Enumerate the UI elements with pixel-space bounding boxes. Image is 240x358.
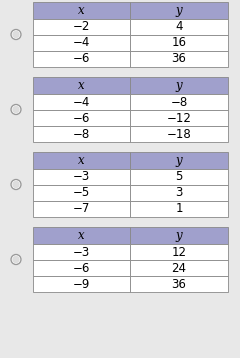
Text: x: x (78, 229, 85, 242)
Circle shape (11, 105, 21, 115)
Text: −6: −6 (73, 111, 90, 125)
Bar (130, 276, 228, 292)
Bar (33, 35, 130, 51)
Text: −5: −5 (73, 187, 90, 199)
Circle shape (13, 256, 19, 262)
Text: 5: 5 (175, 170, 183, 184)
Bar (130, 126, 228, 142)
Bar (33, 51, 130, 67)
Text: 36: 36 (172, 277, 186, 290)
Text: y: y (176, 229, 182, 242)
Bar (130, 19, 228, 35)
Bar (130, 201, 228, 217)
Text: x: x (78, 154, 85, 167)
Bar (33, 244, 130, 260)
Text: 16: 16 (172, 37, 186, 49)
Text: −12: −12 (167, 111, 192, 125)
Text: y: y (176, 79, 182, 92)
Bar (130, 51, 228, 67)
Text: −6: −6 (73, 261, 90, 275)
Bar (33, 201, 130, 217)
Bar (130, 227, 228, 244)
Bar (33, 19, 130, 35)
Circle shape (11, 255, 21, 265)
Bar (130, 110, 228, 126)
Bar (130, 185, 228, 201)
Circle shape (13, 182, 19, 188)
Text: −9: −9 (73, 277, 90, 290)
Bar (33, 185, 130, 201)
Bar (130, 94, 228, 110)
Text: 36: 36 (172, 53, 186, 66)
Text: x: x (78, 4, 85, 17)
Text: −4: −4 (73, 96, 90, 108)
Text: −3: −3 (73, 246, 90, 258)
Bar (130, 77, 228, 94)
Text: 24: 24 (172, 261, 186, 275)
Circle shape (11, 179, 21, 189)
Bar (130, 35, 228, 51)
Bar (130, 2, 228, 19)
Bar (130, 244, 228, 260)
Bar (33, 169, 130, 185)
Text: 1: 1 (175, 203, 183, 216)
Circle shape (13, 106, 19, 112)
Bar (130, 169, 228, 185)
Bar (33, 260, 130, 276)
Text: −4: −4 (73, 37, 90, 49)
Text: −2: −2 (73, 20, 90, 34)
Bar (33, 227, 130, 244)
Text: y: y (176, 4, 182, 17)
Bar (33, 152, 130, 169)
Text: −8: −8 (73, 127, 90, 140)
Bar (33, 126, 130, 142)
Bar (33, 110, 130, 126)
Text: 4: 4 (175, 20, 183, 34)
Text: y: y (176, 154, 182, 167)
Text: −7: −7 (73, 203, 90, 216)
Bar (33, 77, 130, 94)
Text: 12: 12 (172, 246, 186, 258)
Text: −18: −18 (167, 127, 191, 140)
Text: −6: −6 (73, 53, 90, 66)
Text: −8: −8 (170, 96, 188, 108)
Bar (33, 276, 130, 292)
Circle shape (13, 32, 19, 38)
Text: x: x (78, 79, 85, 92)
Text: 3: 3 (175, 187, 183, 199)
Bar (33, 2, 130, 19)
Bar (33, 94, 130, 110)
Bar (130, 152, 228, 169)
Bar (130, 260, 228, 276)
Circle shape (11, 29, 21, 39)
Text: −3: −3 (73, 170, 90, 184)
